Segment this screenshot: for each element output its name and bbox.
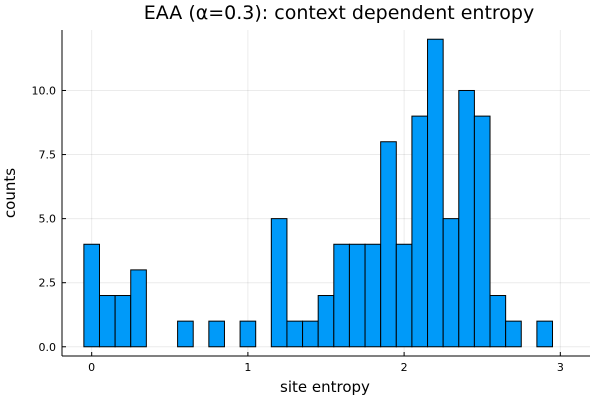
histogram-bar	[177, 320, 194, 348]
histogram-bar	[536, 320, 554, 348]
histogram-bar	[473, 115, 491, 348]
histogram-bar	[395, 243, 413, 348]
histogram-bar	[442, 218, 460, 348]
x-tick-label: 3	[557, 361, 564, 374]
x-axis-title: site entropy	[280, 378, 370, 396]
histogram-bar	[302, 320, 319, 348]
x-tick-label: 2	[401, 361, 408, 374]
y-ticks: 0.0 2.5 5.0 7.5 10.0	[32, 84, 66, 354]
histogram-bar	[114, 295, 132, 348]
histogram-bar	[348, 243, 366, 348]
histogram-bar	[286, 320, 304, 348]
histogram-bar	[270, 218, 288, 348]
histogram-bar	[130, 269, 147, 348]
y-tick-label: 7.5	[39, 149, 57, 162]
y-tick-label: 5.0	[39, 213, 57, 226]
axes	[61, 30, 590, 357]
histogram-bar	[83, 243, 100, 348]
histogram-bar	[239, 320, 257, 348]
x-ticks: 0 1 2 3	[88, 352, 564, 374]
histogram-bar	[380, 141, 397, 348]
y-tick-label: 10.0	[32, 84, 57, 97]
histogram-bar	[489, 295, 507, 348]
x-tick-label: 0	[88, 361, 95, 374]
chart-title: EAA (α=0.3): context dependent entropy	[144, 2, 534, 24]
histogram-bar	[208, 320, 225, 348]
histogram-bar	[98, 295, 116, 348]
y-axis-title: counts	[1, 168, 19, 218]
histogram-bar	[317, 295, 335, 348]
histogram-bar	[364, 243, 382, 348]
histogram-bar	[505, 320, 522, 348]
histogram-bar	[333, 243, 350, 348]
histogram-bar	[427, 38, 444, 348]
histogram-bar	[458, 89, 475, 348]
bars	[83, 38, 554, 348]
y-tick-label: 2.5	[39, 277, 57, 290]
histogram-bar	[411, 115, 429, 348]
x-tick-label: 1	[244, 361, 251, 374]
y-tick-label: 0.0	[39, 341, 57, 354]
